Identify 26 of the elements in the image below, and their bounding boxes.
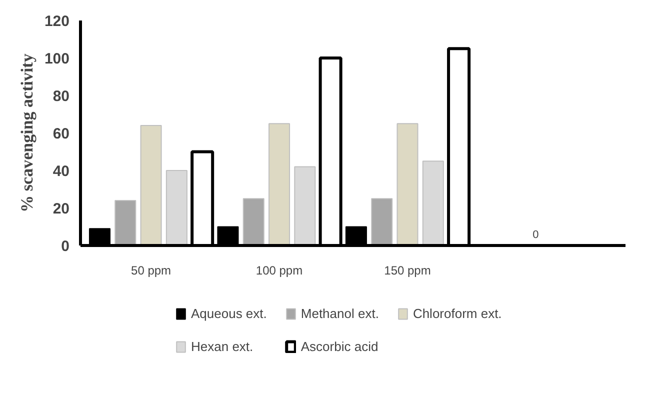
y-tick-label: 40 bbox=[52, 163, 70, 180]
annotation: 0 bbox=[532, 229, 539, 241]
bar bbox=[166, 170, 188, 246]
bar bbox=[294, 166, 316, 246]
legend-label: Hexan ext. bbox=[191, 339, 254, 354]
bar bbox=[422, 160, 444, 246]
bar bbox=[114, 200, 136, 246]
y-tick-label: 100 bbox=[44, 50, 70, 68]
y-tick-label: 0 bbox=[61, 238, 70, 255]
x-tick-label: 100 ppm bbox=[256, 264, 303, 278]
legend-label: Chloroform ext. bbox=[412, 306, 502, 321]
x-tick-label: 50 ppm bbox=[131, 264, 172, 278]
y-tick-label: 80 bbox=[52, 88, 70, 105]
legend-label: Ascorbic acid bbox=[300, 339, 378, 354]
legend-label: Methanol ext. bbox=[300, 306, 379, 321]
bar bbox=[242, 198, 264, 246]
y-tick-label: 120 bbox=[44, 13, 70, 30]
y-axis-title: % scavenging activity bbox=[17, 53, 36, 212]
y-tick-label: 20 bbox=[52, 200, 70, 218]
legend-label: Aqueous ext. bbox=[191, 306, 267, 321]
bar bbox=[396, 123, 418, 246]
x-tick-label: 150 ppm bbox=[384, 264, 431, 278]
bar bbox=[371, 198, 393, 246]
bar bbox=[268, 123, 290, 246]
bar bbox=[140, 125, 162, 246]
y-tick-label: 60 bbox=[52, 126, 70, 142]
